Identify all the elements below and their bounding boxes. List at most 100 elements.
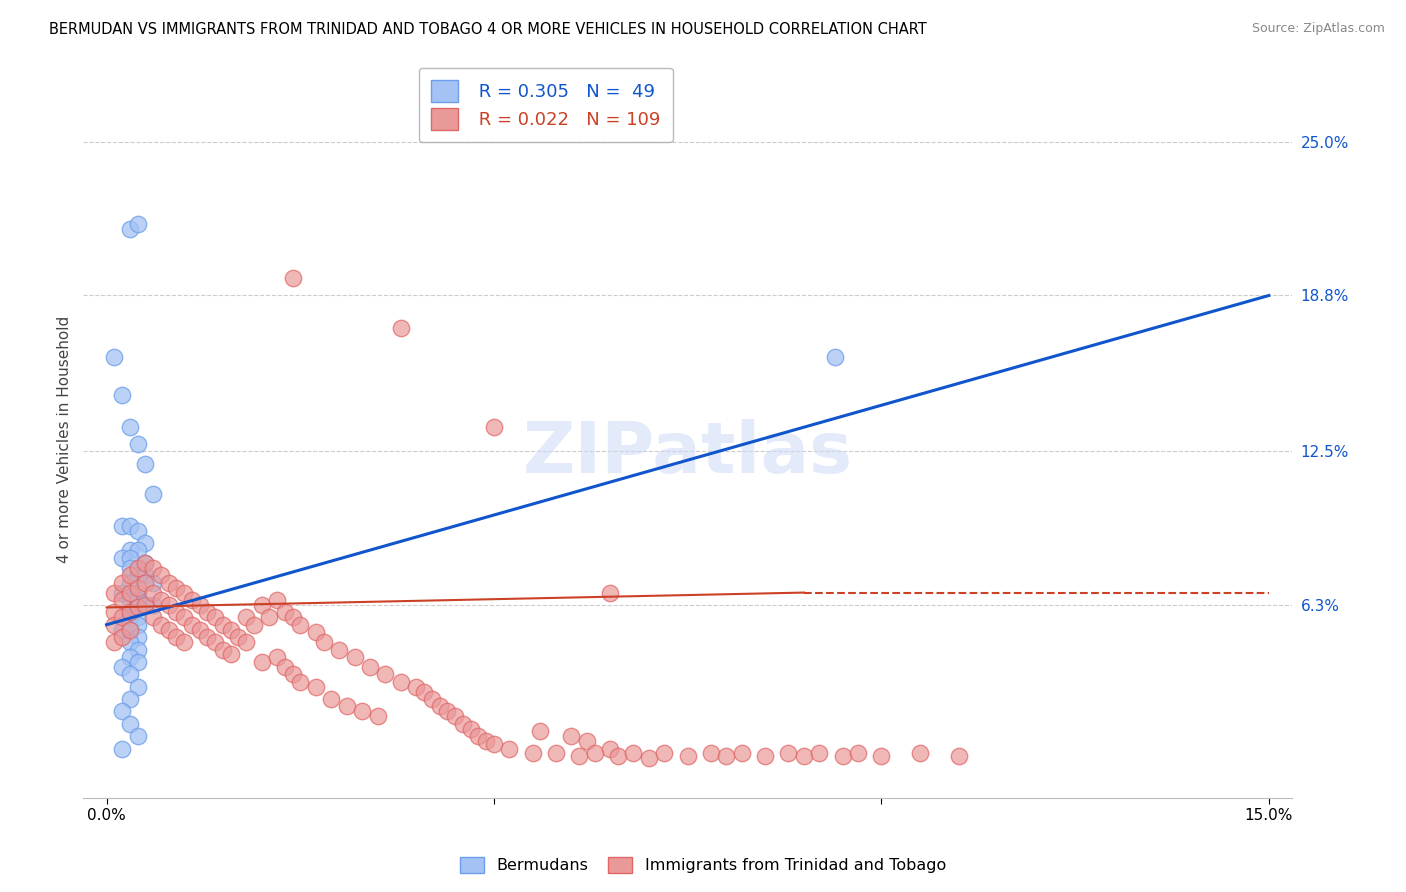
Point (111, 585, 134, 599)
Point (195, 606, 218, 620)
Point (290, 617, 312, 632)
Point (948, 749, 970, 764)
Point (173, 635, 195, 649)
Point (127, 680, 149, 694)
Point (142, 561, 165, 575)
Point (149, 568, 172, 582)
Point (343, 649, 366, 664)
Point (118, 585, 141, 599)
Point (281, 610, 304, 624)
Point (103, 606, 125, 620)
Point (219, 648, 242, 662)
Point (623, 747, 645, 761)
Point (274, 660, 297, 674)
Point (544, 747, 567, 761)
Point (127, 581, 149, 595)
Point (204, 610, 226, 624)
Point (118, 716, 141, 731)
Point (127, 568, 149, 582)
Point (676, 749, 699, 764)
Point (575, 734, 598, 748)
Point (250, 655, 273, 669)
Point (413, 684, 436, 698)
Point (165, 581, 187, 595)
Point (127, 593, 149, 607)
Point (266, 649, 288, 664)
Point (870, 749, 893, 764)
Point (149, 617, 172, 632)
Point (374, 667, 396, 681)
Point (118, 568, 141, 582)
Point (118, 692, 141, 706)
Point (118, 649, 141, 664)
Point (599, 741, 621, 756)
Point (134, 598, 156, 612)
Point (127, 729, 149, 743)
Point (328, 642, 350, 657)
Point (127, 217, 149, 231)
Point (111, 705, 134, 719)
Point (808, 747, 831, 761)
Point (118, 593, 141, 607)
Point (583, 747, 606, 761)
Point (754, 749, 776, 764)
Point (180, 593, 202, 607)
Point (134, 598, 156, 612)
Point (118, 221, 141, 235)
Point (111, 610, 134, 624)
Point (498, 741, 520, 756)
Point (127, 561, 149, 575)
Point (165, 630, 187, 644)
Point (250, 598, 273, 612)
Point (118, 575, 141, 590)
Text: BERMUDAN VS IMMIGRANTS FROM TRINIDAD AND TOBAGO 4 OR MORE VEHICLES IN HOUSEHOLD : BERMUDAN VS IMMIGRANTS FROM TRINIDAD AND… (49, 22, 927, 37)
Point (908, 747, 931, 761)
Point (134, 556, 156, 570)
Point (157, 598, 180, 612)
Point (142, 598, 165, 612)
Point (127, 524, 149, 538)
Point (321, 692, 343, 706)
Point (281, 667, 304, 681)
Legend:  R = 0.305   N =  49,  R = 0.022   N = 109: R = 0.305 N = 49, R = 0.022 N = 109 (419, 68, 673, 143)
Point (444, 709, 467, 723)
Point (127, 642, 149, 657)
Point (467, 729, 489, 743)
Point (142, 585, 165, 599)
Point (134, 536, 156, 550)
Point (274, 606, 297, 620)
Point (638, 751, 661, 765)
Point (134, 575, 156, 590)
Point (103, 351, 125, 365)
Point (111, 741, 134, 756)
Point (118, 623, 141, 637)
Point (118, 518, 141, 533)
Point (118, 623, 141, 637)
Point (111, 593, 134, 607)
Point (281, 271, 304, 285)
Point (336, 699, 359, 714)
Point (793, 749, 815, 764)
Point (831, 749, 853, 764)
Point (180, 617, 202, 632)
Point (173, 610, 195, 624)
Point (111, 575, 134, 590)
Point (242, 617, 264, 632)
Point (312, 635, 335, 649)
Point (103, 617, 125, 632)
Text: Source: ZipAtlas.com: Source: ZipAtlas.com (1251, 22, 1385, 36)
Point (599, 585, 621, 599)
Point (436, 705, 458, 719)
Point (389, 674, 412, 689)
Point (127, 543, 149, 558)
Point (118, 635, 141, 649)
Point (157, 575, 180, 590)
Point (103, 585, 125, 599)
Point (226, 630, 249, 644)
Point (142, 610, 165, 624)
Text: ZIPatlas: ZIPatlas (523, 419, 853, 488)
Point (111, 623, 134, 637)
Point (111, 518, 134, 533)
Point (204, 635, 226, 649)
Point (142, 575, 165, 590)
